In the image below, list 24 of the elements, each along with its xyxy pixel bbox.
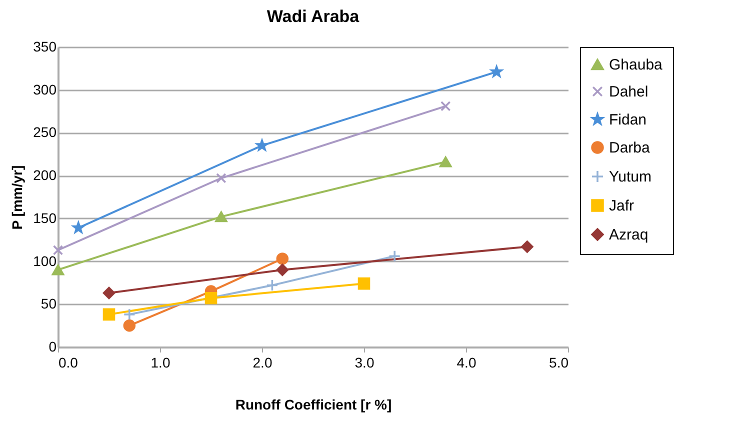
legend-label: Darba: [609, 140, 651, 156]
legend-label: Jafr: [609, 198, 634, 214]
legend-label: Ghauba: [609, 56, 664, 74]
y-tick-label: 350: [33, 38, 57, 54]
legend-label: Azraq: [609, 226, 648, 244]
x-tick-label: 0.0: [58, 354, 78, 370]
y-tick-label: 100: [33, 252, 57, 269]
chart-title: Wadi Araba: [266, 7, 360, 26]
x-tick-label: 2.0: [252, 354, 272, 370]
y-tick-label: 300: [33, 81, 57, 98]
y-tick-label: 200: [33, 167, 57, 184]
y-tick-label: 0: [48, 338, 57, 354]
y-tick-label: 150: [33, 210, 57, 226]
x-tick-label: 4.0: [456, 354, 476, 370]
x-tick-label: 5.0: [549, 354, 569, 370]
legend-label: Yutum: [609, 168, 652, 186]
legend-label: Fidan: [609, 112, 647, 128]
x-axis-title: Runoff Coefficient [r %]: [235, 396, 392, 412]
x-tick-label: 1.0: [150, 354, 170, 370]
y-tick-label: 50: [40, 296, 57, 312]
legend-label: Dahel: [609, 84, 648, 100]
y-tick-label: 250: [33, 124, 57, 140]
y-axis-title: P [mm/yr]: [9, 165, 26, 230]
x-tick-label: 3.0: [354, 354, 374, 370]
